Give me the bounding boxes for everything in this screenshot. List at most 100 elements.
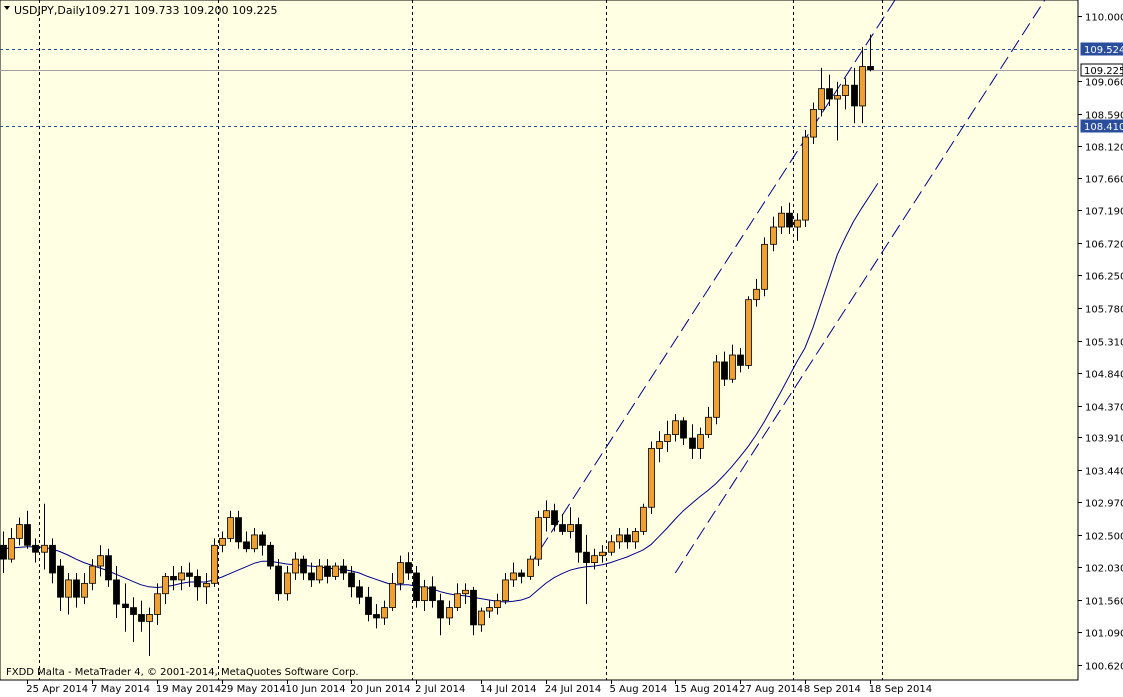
candle-body <box>413 572 420 602</box>
x-tick-label: 29 May 2014 <box>221 684 286 695</box>
symbol-label: USDJPY,Daily <box>14 4 86 17</box>
candle <box>97 545 104 577</box>
candle <box>786 202 793 234</box>
candle-body <box>518 572 525 577</box>
candle <box>810 102 817 145</box>
candle <box>867 34 874 72</box>
y-tick-label: 106.720 <box>1085 240 1123 251</box>
ma-line <box>2 183 879 603</box>
candle <box>559 514 566 535</box>
candle-body <box>510 572 517 581</box>
x-tick-label: 15 Aug 2014 <box>674 684 738 695</box>
candle <box>826 74 833 106</box>
candle <box>348 566 355 598</box>
price-axis[interactable]: 110.000 109.060 108.590 108.120 107.660 107.1… <box>1078 13 1123 673</box>
candle <box>235 510 242 549</box>
time-axis[interactable]: 25 Apr 2014 7 May 2014 19 May 2014 29 May 2… <box>26 680 932 695</box>
price-tag: 108.410 <box>1080 119 1123 133</box>
x-tick-label: 18 Sep 2014 <box>869 684 932 695</box>
candle <box>89 559 96 591</box>
candle-body <box>810 109 817 138</box>
candle <box>373 604 380 629</box>
candle-body <box>502 579 509 602</box>
candle-body <box>559 524 566 532</box>
candle <box>227 510 234 542</box>
candle-body <box>275 565 282 595</box>
candle <box>73 572 80 608</box>
candle-body <box>664 434 671 442</box>
candle <box>122 583 129 632</box>
candle <box>640 503 647 535</box>
candle <box>794 213 801 241</box>
candle <box>737 348 744 373</box>
candle-body <box>842 84 849 96</box>
y-tick-label: 107.190 <box>1085 207 1123 218</box>
candle-body <box>867 66 874 71</box>
candle-body <box>308 572 315 581</box>
candle <box>851 67 858 124</box>
candle <box>243 531 250 553</box>
candle-body <box>802 136 809 221</box>
candle-body <box>721 361 728 380</box>
candle <box>267 541 274 570</box>
x-tick-label: 25 Apr 2014 <box>26 684 88 695</box>
candle-body <box>429 586 436 602</box>
candle <box>130 597 137 643</box>
candle <box>616 528 623 549</box>
candle-body <box>599 551 606 557</box>
candle <box>389 572 396 612</box>
candle-body <box>705 416 712 435</box>
candle-body <box>851 84 858 107</box>
candle <box>259 531 266 556</box>
candle-body <box>713 361 720 418</box>
channel-line <box>674 0 1046 574</box>
candle <box>713 355 720 425</box>
channel-lines[interactable] <box>529 0 1048 574</box>
y-tick-label: 103.440 <box>1085 467 1123 478</box>
dropdown-triangle-icon[interactable] <box>4 6 10 10</box>
candle <box>437 593 444 636</box>
y-tick-label: 109.060 <box>1085 78 1123 89</box>
price-tag: 109.225 <box>1080 63 1123 77</box>
chart-header: USDJPY,Daily 109.271 109.733 109.200 109… <box>4 4 277 17</box>
price-tag-label: 108.410 <box>1084 122 1123 133</box>
candle <box>697 427 704 459</box>
y-tick-label: 101.560 <box>1085 597 1123 608</box>
y-tick-label: 108.120 <box>1085 143 1123 154</box>
candle-body <box>543 510 550 519</box>
x-tick-label: 27 Aug 2014 <box>739 684 803 695</box>
candle-body <box>16 524 23 539</box>
candle-body <box>753 288 760 301</box>
candle <box>859 47 866 124</box>
plot-area[interactable] <box>0 0 1079 681</box>
candle-body <box>292 558 299 574</box>
candle-body <box>89 565 96 584</box>
candle <box>729 344 736 383</box>
copyright-footer: FXDD Malta - MetaTrader 4, © 2001-2014, … <box>6 667 359 678</box>
candle-body <box>259 534 266 546</box>
candle <box>664 420 671 452</box>
candle <box>41 503 48 570</box>
candle-body <box>130 607 137 615</box>
candle <box>186 562 193 587</box>
candle-body <box>462 589 469 595</box>
candle-body <box>729 354 736 380</box>
candle-body <box>834 95 841 100</box>
candle-body <box>8 537 15 560</box>
candle <box>518 569 525 584</box>
candle-body <box>737 354 744 366</box>
candle <box>575 517 582 563</box>
y-tick-label: 101.090 <box>1085 629 1123 640</box>
candle <box>527 555 534 580</box>
candle <box>421 579 428 612</box>
candle-body <box>494 600 501 608</box>
candle <box>689 424 696 459</box>
candle <box>332 562 339 580</box>
candle <box>478 607 485 632</box>
candle-body <box>397 562 404 584</box>
candle-body <box>332 565 339 577</box>
candle <box>745 296 752 369</box>
y-tick-label: 105.780 <box>1085 305 1123 316</box>
candle <box>802 130 809 228</box>
